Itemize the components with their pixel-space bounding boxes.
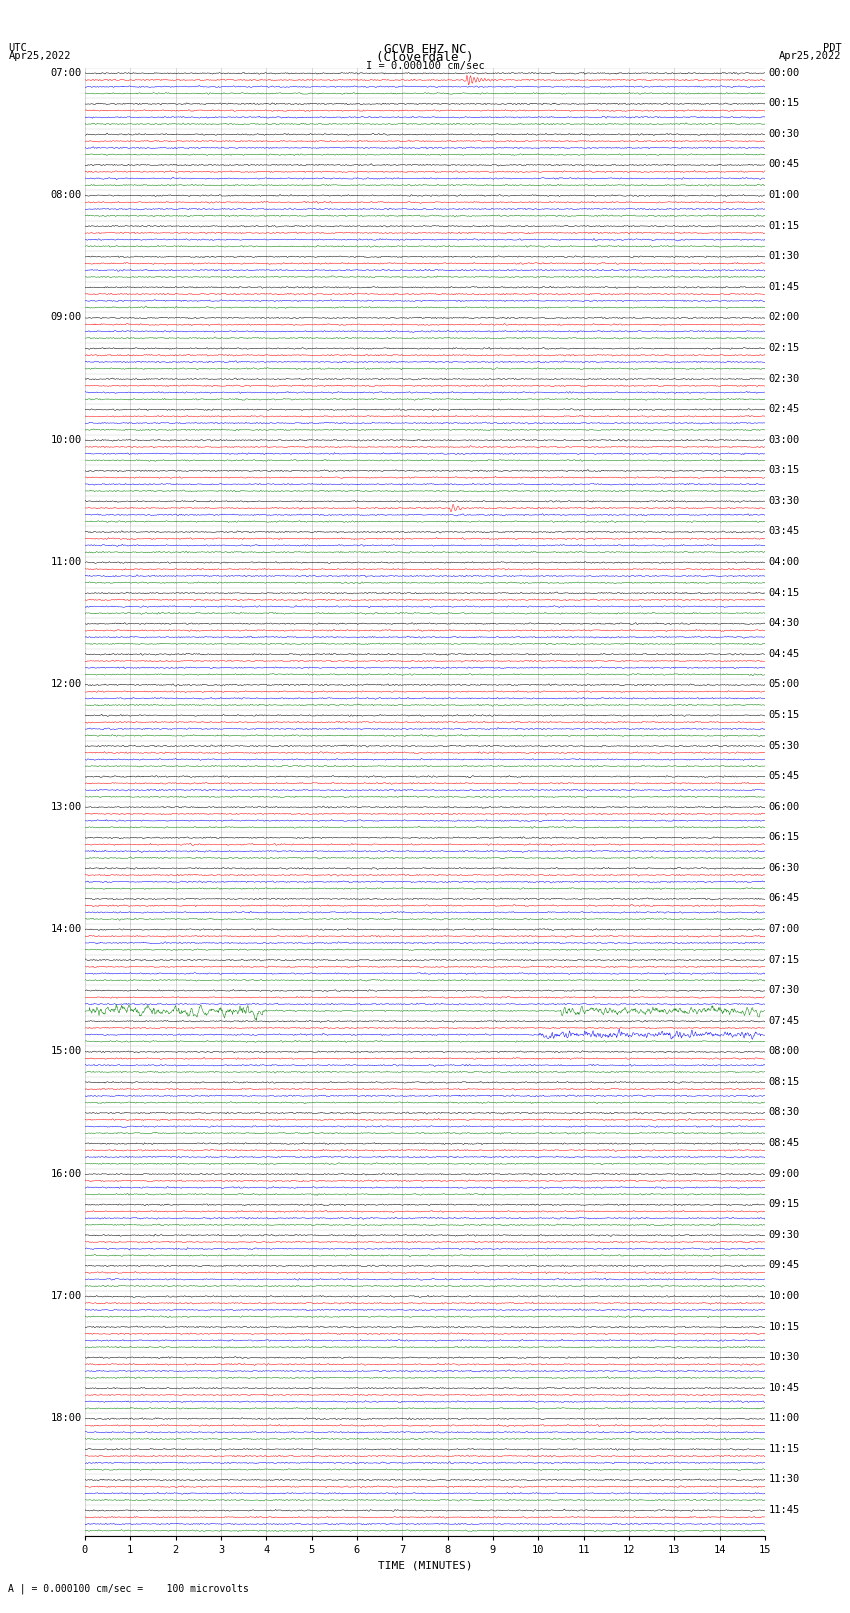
Text: 00:15: 00:15 [768, 98, 800, 108]
Text: 02:30: 02:30 [768, 374, 800, 384]
Text: 04:00: 04:00 [768, 556, 800, 568]
X-axis label: TIME (MINUTES): TIME (MINUTES) [377, 1560, 473, 1569]
Text: 00:45: 00:45 [768, 160, 800, 169]
Text: 08:45: 08:45 [768, 1139, 800, 1148]
Text: 09:45: 09:45 [768, 1260, 800, 1271]
Text: 04:15: 04:15 [768, 587, 800, 597]
Text: 03:30: 03:30 [768, 495, 800, 506]
Text: 01:30: 01:30 [768, 252, 800, 261]
Text: 07:15: 07:15 [768, 955, 800, 965]
Text: 01:15: 01:15 [768, 221, 800, 231]
Text: 10:15: 10:15 [768, 1321, 800, 1331]
Text: Apr25,2022: Apr25,2022 [779, 50, 842, 61]
Text: 06:15: 06:15 [768, 832, 800, 842]
Text: 13:00: 13:00 [50, 802, 82, 811]
Text: 06:00: 06:00 [768, 802, 800, 811]
Text: PDT: PDT [823, 44, 842, 53]
Text: 10:00: 10:00 [768, 1290, 800, 1302]
Text: 08:00: 08:00 [768, 1047, 800, 1057]
Text: I = 0.000100 cm/sec: I = 0.000100 cm/sec [366, 61, 484, 71]
Text: (Cloverdale ): (Cloverdale ) [377, 50, 473, 65]
Text: 10:45: 10:45 [768, 1382, 800, 1392]
Text: 07:00: 07:00 [50, 68, 82, 77]
Text: 11:15: 11:15 [768, 1444, 800, 1453]
Text: A | = 0.000100 cm/sec =    100 microvolts: A | = 0.000100 cm/sec = 100 microvolts [8, 1582, 249, 1594]
Text: 00:00: 00:00 [768, 68, 800, 77]
Text: 03:45: 03:45 [768, 526, 800, 537]
Text: 07:45: 07:45 [768, 1016, 800, 1026]
Text: 04:45: 04:45 [768, 648, 800, 658]
Text: 01:00: 01:00 [768, 190, 800, 200]
Text: 09:00: 09:00 [768, 1168, 800, 1179]
Text: 10:00: 10:00 [50, 436, 82, 445]
Text: 09:00: 09:00 [50, 313, 82, 323]
Text: 05:15: 05:15 [768, 710, 800, 719]
Text: 08:15: 08:15 [768, 1077, 800, 1087]
Text: 02:15: 02:15 [768, 344, 800, 353]
Text: 11:30: 11:30 [768, 1474, 800, 1484]
Text: 17:00: 17:00 [50, 1290, 82, 1302]
Text: 06:30: 06:30 [768, 863, 800, 873]
Text: 05:45: 05:45 [768, 771, 800, 781]
Text: 01:45: 01:45 [768, 282, 800, 292]
Text: 08:00: 08:00 [50, 190, 82, 200]
Text: 02:00: 02:00 [768, 313, 800, 323]
Text: 11:00: 11:00 [50, 556, 82, 568]
Text: Apr25,2022: Apr25,2022 [8, 50, 71, 61]
Text: 07:00: 07:00 [768, 924, 800, 934]
Text: 18:00: 18:00 [50, 1413, 82, 1423]
Text: 15:00: 15:00 [50, 1047, 82, 1057]
Text: 03:15: 03:15 [768, 465, 800, 476]
Text: 05:00: 05:00 [768, 679, 800, 689]
Text: 10:30: 10:30 [768, 1352, 800, 1361]
Text: 07:30: 07:30 [768, 986, 800, 995]
Text: 04:30: 04:30 [768, 618, 800, 627]
Text: 05:30: 05:30 [768, 740, 800, 750]
Text: 12:00: 12:00 [50, 679, 82, 689]
Text: 08:30: 08:30 [768, 1108, 800, 1118]
Text: 11:45: 11:45 [768, 1505, 800, 1515]
Text: 16:00: 16:00 [50, 1168, 82, 1179]
Text: 00:30: 00:30 [768, 129, 800, 139]
Text: 14:00: 14:00 [50, 924, 82, 934]
Text: 09:15: 09:15 [768, 1198, 800, 1210]
Text: UTC: UTC [8, 44, 27, 53]
Text: 03:00: 03:00 [768, 436, 800, 445]
Text: 09:30: 09:30 [768, 1229, 800, 1240]
Text: 11:00: 11:00 [768, 1413, 800, 1423]
Text: 06:45: 06:45 [768, 894, 800, 903]
Text: 02:45: 02:45 [768, 405, 800, 415]
Text: GCVB EHZ NC: GCVB EHZ NC [383, 44, 467, 56]
